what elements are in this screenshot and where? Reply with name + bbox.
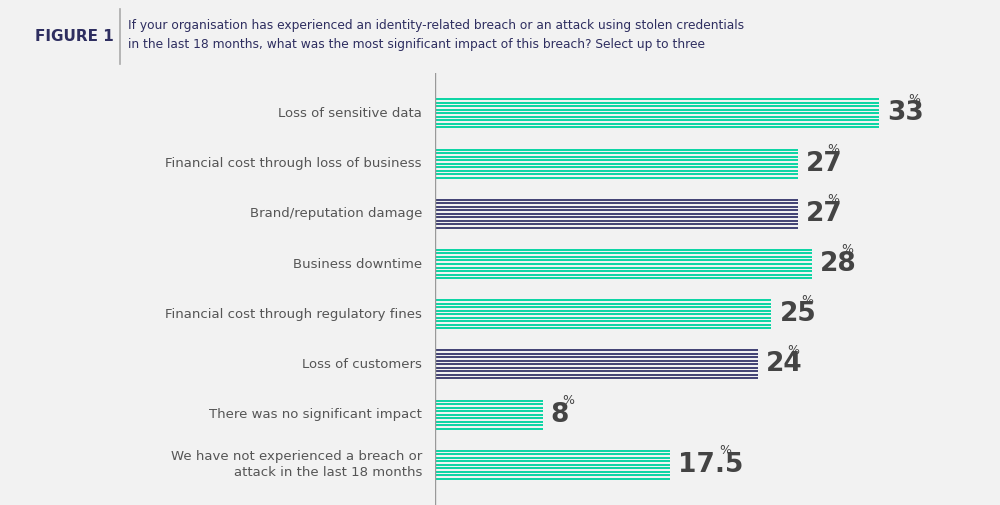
Text: 27: 27 (806, 150, 843, 177)
Text: Business downtime: Business downtime (293, 258, 422, 271)
Text: %: % (787, 344, 799, 357)
Text: Financial cost through regulatory fines: Financial cost through regulatory fines (165, 308, 422, 321)
Text: 28: 28 (820, 251, 856, 277)
Text: %: % (841, 243, 853, 257)
Text: Loss of sensitive data: Loss of sensitive data (278, 107, 422, 120)
Text: 27: 27 (806, 201, 843, 227)
Text: %: % (719, 444, 731, 457)
Text: 33: 33 (887, 100, 924, 126)
Text: Brand/reputation damage: Brand/reputation damage (250, 208, 422, 220)
Text: %: % (828, 193, 840, 206)
Text: 17.5: 17.5 (678, 452, 744, 478)
Text: %: % (908, 93, 920, 106)
Text: FIGURE 1: FIGURE 1 (35, 29, 114, 44)
Text: 24: 24 (766, 351, 803, 377)
Text: %: % (828, 143, 840, 156)
Text: Loss of customers: Loss of customers (302, 358, 422, 371)
Text: Financial cost through loss of business: Financial cost through loss of business (165, 157, 422, 170)
Text: %: % (562, 394, 574, 407)
Text: %: % (801, 294, 813, 307)
Text: If your organisation has experienced an identity-related breach or an attack usi: If your organisation has experienced an … (128, 19, 744, 51)
Text: 25: 25 (779, 301, 816, 327)
Text: There was no significant impact: There was no significant impact (209, 408, 422, 421)
Text: We have not experienced a breach or
attack in the last 18 months: We have not experienced a breach or atta… (171, 450, 422, 479)
Text: 8: 8 (551, 401, 569, 428)
